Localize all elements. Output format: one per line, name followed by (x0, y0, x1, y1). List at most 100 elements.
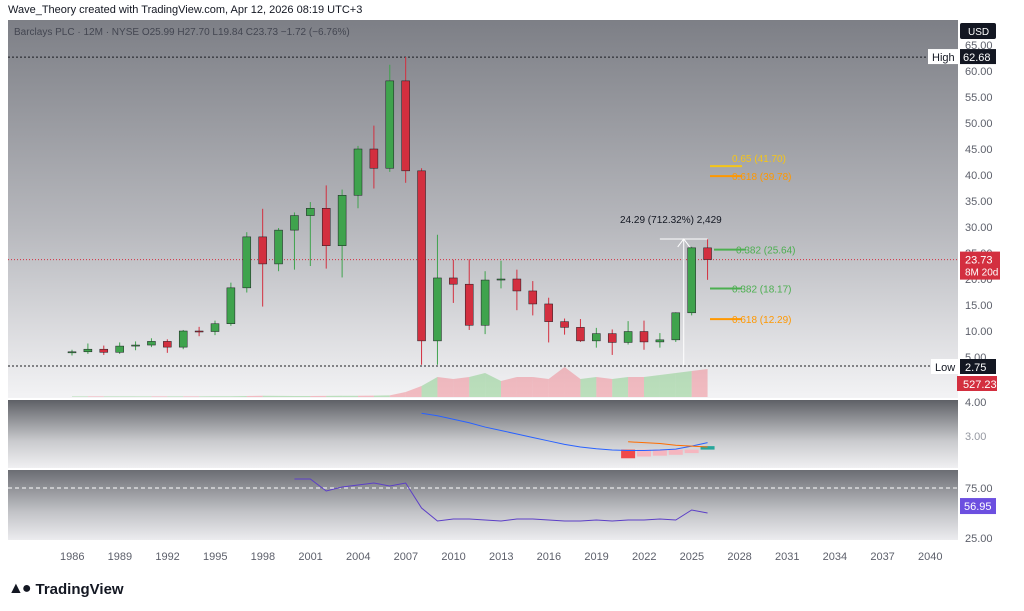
oscillator-line (421, 412, 708, 451)
volume-area (278, 395, 295, 397)
volume-area (199, 396, 215, 397)
volume-value: 527.23M (963, 379, 1006, 391)
volume-area (628, 377, 644, 397)
candle-body (433, 277, 442, 342)
candle-body (449, 277, 458, 285)
measure-label: 24.29 (712.32%) 2,429 (620, 215, 722, 226)
price-tick-label: 30.00 (965, 222, 993, 234)
price-pane (8, 20, 958, 398)
year-tick-label: 2040 (918, 551, 942, 563)
candle-body (385, 80, 395, 169)
oscillator-signal-line (628, 441, 708, 448)
fib-level-label: 0.382 (25.64) (736, 246, 796, 257)
rsi-tick-label: 75.00 (965, 483, 993, 495)
bar-countdown: 8M 20d (965, 268, 998, 279)
volume-area (612, 377, 629, 397)
volume-area (230, 396, 247, 397)
year-tick-label: 2001 (298, 551, 322, 563)
tradingview-logo[interactable]: ▲● TradingView (8, 580, 124, 598)
volume-area (167, 396, 184, 397)
year-tick-label: 1986 (60, 551, 84, 563)
oscillator-histogram-bar (668, 449, 683, 455)
rsi-last-value: 56.95 (964, 501, 992, 513)
low-label: Low (935, 362, 955, 374)
volume-area (437, 377, 454, 397)
oscillator-pane (8, 400, 958, 468)
price-tick-label: 65.00 (965, 40, 993, 52)
year-tick-label: 1998 (251, 551, 275, 563)
year-tick-label: 2031 (775, 551, 799, 563)
tradingview-logo-icon: ▲● (8, 580, 31, 597)
volume-area (453, 377, 470, 397)
volume-area (421, 377, 438, 397)
year-tick-label: 1989 (108, 551, 132, 563)
volume-area (310, 395, 327, 397)
volume-area (373, 395, 390, 397)
price-tick-label: 4.00 (965, 397, 986, 409)
year-tick-label: 2037 (870, 551, 894, 563)
candle-body (131, 344, 140, 347)
candle-body (687, 247, 696, 314)
volume-area (151, 396, 168, 397)
price-tick-label: 55.00 (965, 92, 993, 104)
rsi-pane (8, 470, 958, 540)
volume-area (580, 377, 597, 397)
oscillator-histogram-bar (700, 446, 715, 450)
volume-area (532, 377, 549, 397)
low-label-bg (931, 359, 958, 374)
oscillator-axis-label: 3.00 (965, 431, 986, 443)
price-tick-label: 50.00 (965, 118, 993, 130)
price-tick-label: 10.00 (965, 326, 993, 338)
volume-area (358, 395, 374, 397)
chart-credit: Wave_Theory created with TradingView.com… (8, 4, 363, 16)
year-tick-label: 2034 (823, 551, 847, 563)
year-tick-label: 2022 (632, 551, 656, 563)
candle-body (592, 333, 601, 342)
price-tick-label: 35.00 (965, 196, 993, 208)
candle-body (163, 341, 172, 348)
volume-area (644, 375, 660, 397)
candle-body (337, 195, 347, 246)
candle-body (353, 148, 363, 196)
price-tick-label: 60.00 (965, 66, 993, 78)
candle-body (401, 80, 410, 172)
price-tick-label: 40.00 (965, 170, 993, 182)
volume-area (469, 373, 486, 397)
volume-area (215, 396, 231, 397)
candle-body (115, 345, 124, 353)
brand-name: TradingView (35, 580, 124, 598)
candle-body (226, 287, 236, 324)
high-label-bg (928, 49, 958, 65)
candle-body (321, 208, 331, 246)
candle-body (623, 331, 633, 343)
year-tick-label: 1992 (155, 551, 179, 563)
year-tick-label: 1995 (203, 551, 227, 563)
fib-level-label: 0.65 (41.70) (732, 154, 786, 165)
volume-area (103, 396, 120, 397)
fib-level-label: 0.618 (12.29) (732, 315, 792, 326)
volume-area (183, 396, 200, 397)
candle-body (671, 312, 681, 341)
candle-body (703, 247, 712, 260)
candle-body (258, 236, 267, 265)
volume-area (501, 377, 517, 397)
price-chart[interactable]: 65.00 60.00 55.00 50.00 45.00 40.00 35.00 30.00… (0, 20, 1024, 576)
volume-area (246, 395, 263, 397)
candle-body (67, 351, 77, 354)
candle-body (655, 339, 665, 343)
year-tick-label: 2007 (394, 551, 418, 563)
fib-level-label: 0.618 (39.78) (732, 172, 792, 183)
oscillator-histogram-bar (684, 449, 699, 454)
candle-body (99, 348, 109, 353)
candle-body (528, 290, 538, 305)
candle-body (194, 330, 204, 333)
candle-body (369, 148, 379, 169)
candle-body (290, 215, 299, 231)
low-value-bg (960, 359, 996, 374)
year-tick-label: 2004 (346, 551, 370, 563)
rsi-line (294, 478, 708, 522)
volume-area (564, 367, 581, 397)
fib-level-label: 0.382 (18.17) (732, 285, 792, 296)
price-tick-label: 45.00 (965, 144, 993, 156)
volume-area (294, 396, 311, 397)
